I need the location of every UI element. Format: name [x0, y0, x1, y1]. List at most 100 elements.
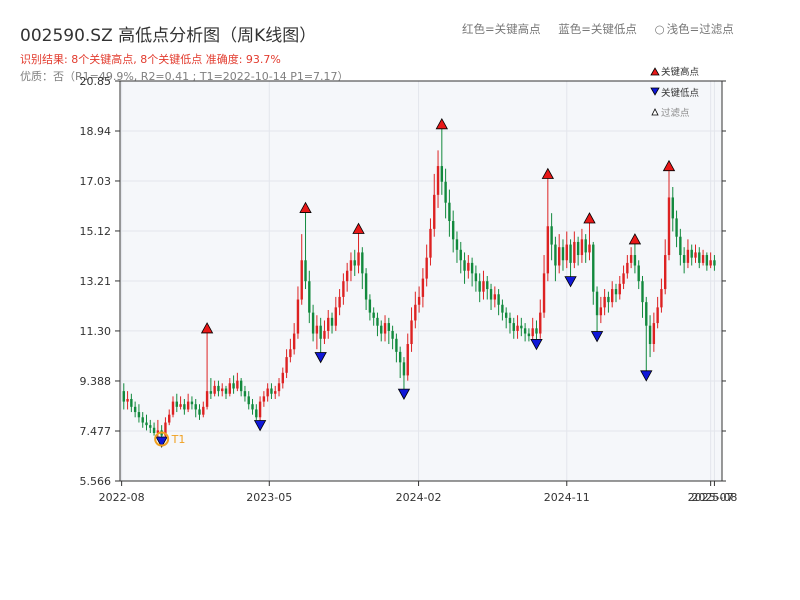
- candle-body: [239, 380, 243, 392]
- y-tick-label: 20.85: [80, 75, 112, 88]
- legend-light-group: ○ 浅色=过滤点: [655, 22, 748, 36]
- key-high-marker: [662, 159, 676, 172]
- candle: [145, 414, 148, 431]
- candle-body: [156, 430, 160, 434]
- candle: [705, 252, 709, 271]
- candle-body: [667, 197, 671, 256]
- candle-body: [554, 244, 557, 266]
- candle: [607, 291, 610, 313]
- candle: [277, 378, 281, 397]
- candle: [213, 380, 216, 397]
- candle: [292, 323, 296, 355]
- candle-body: [698, 252, 701, 263]
- candle-body: [380, 325, 383, 334]
- candle: [414, 291, 417, 329]
- candle: [387, 317, 391, 345]
- y-tick-label: 18.94: [80, 125, 112, 138]
- x-tick-label: 2024-02: [396, 491, 442, 504]
- candle: [660, 278, 663, 313]
- candle-body: [414, 304, 417, 321]
- candle: [671, 186, 674, 232]
- candle: [417, 286, 421, 313]
- candle: [652, 312, 656, 352]
- y-tick-label: 13.21: [80, 275, 112, 288]
- candle-body: [569, 244, 572, 263]
- candle-body: [641, 281, 644, 303]
- candle: [626, 255, 629, 279]
- candle-body: [145, 422, 148, 426]
- candle-body: [357, 252, 360, 266]
- y-tick-label: 9.388: [80, 375, 112, 388]
- candle: [209, 378, 213, 399]
- candle-body: [440, 166, 444, 182]
- candle: [679, 228, 682, 266]
- candle-body: [345, 270, 349, 282]
- candle: [569, 239, 572, 279]
- candle: [380, 320, 383, 342]
- candle: [345, 262, 349, 292]
- candle: [361, 247, 364, 290]
- candle: [493, 286, 497, 308]
- candle-body: [539, 312, 542, 334]
- candle: [516, 315, 519, 339]
- candle: [675, 210, 678, 248]
- candle: [482, 270, 485, 300]
- circle-icon: ○: [654, 22, 665, 36]
- y-tick-label: 11.30: [80, 325, 112, 338]
- legend-blue-text: 蓝色=关键低点: [558, 22, 637, 36]
- candle-body: [493, 294, 497, 300]
- candle-body: [516, 325, 519, 331]
- candle: [694, 244, 697, 263]
- candle: [224, 385, 228, 399]
- candle: [239, 378, 243, 397]
- candle-body: [656, 307, 659, 324]
- candle: [421, 268, 425, 308]
- x-tick-label: 2024-11: [544, 491, 590, 504]
- candle: [656, 296, 659, 329]
- candle: [323, 320, 326, 345]
- filtered-legend-icon: [651, 108, 659, 116]
- candle-body: [614, 289, 618, 295]
- candle-body: [311, 312, 315, 334]
- candle: [255, 404, 258, 420]
- candle: [467, 255, 470, 279]
- candle-body: [463, 260, 466, 271]
- candle: [527, 328, 531, 342]
- candle: [398, 346, 402, 379]
- candle-body: [542, 273, 546, 313]
- candle-body: [504, 312, 508, 318]
- chart-title: 002590.SZ 高低点分析图（周K线图）: [20, 26, 317, 46]
- candle: [304, 210, 307, 290]
- candle-body: [429, 228, 432, 258]
- candle: [599, 296, 603, 324]
- candle-body: [342, 281, 345, 297]
- candle: [448, 189, 451, 237]
- candle-body: [190, 401, 194, 405]
- candle-body: [501, 304, 504, 313]
- candle-body: [486, 281, 489, 290]
- candle-body: [410, 320, 413, 345]
- candle-body: [361, 252, 364, 274]
- candle-body: [202, 406, 205, 415]
- candle: [296, 286, 300, 339]
- candle-body: [372, 312, 375, 318]
- y-tick-label: 15.12: [80, 225, 112, 238]
- candle: [603, 289, 606, 316]
- candle-body: [645, 302, 648, 326]
- candle: [308, 270, 311, 324]
- candle: [637, 260, 640, 290]
- candle-body: [266, 388, 269, 397]
- candle: [281, 367, 285, 389]
- x-tick-label: 2025-08: [691, 491, 737, 504]
- candle-body: [376, 317, 379, 326]
- candle-body: [338, 296, 341, 308]
- candle: [236, 372, 239, 392]
- candle-body: [637, 265, 640, 282]
- candle-body: [512, 323, 515, 331]
- candle: [171, 396, 175, 418]
- x-tick-label: 2025-07: [688, 491, 734, 504]
- candle: [546, 176, 550, 282]
- candle-body: [550, 226, 553, 245]
- candle: [584, 234, 587, 263]
